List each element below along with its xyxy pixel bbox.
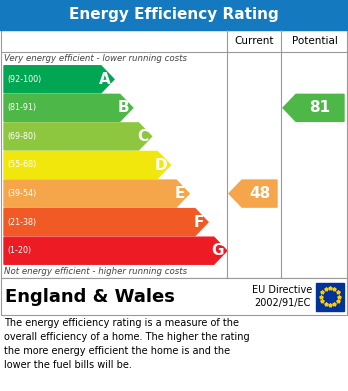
Bar <box>1 30 347 278</box>
Text: (81-91): (81-91) <box>7 103 36 112</box>
Text: 48: 48 <box>249 186 270 201</box>
Bar <box>1 278 347 315</box>
Text: F: F <box>194 215 204 230</box>
Text: The energy efficiency rating is a measure of the
overall efficiency of a home. T: The energy efficiency rating is a measur… <box>4 318 250 370</box>
Bar <box>316 283 344 310</box>
Text: 81: 81 <box>309 100 331 115</box>
Text: (21-38): (21-38) <box>7 218 36 227</box>
Text: Potential: Potential <box>292 36 338 46</box>
Bar <box>0 0 348 30</box>
Text: (1-20): (1-20) <box>7 246 31 255</box>
Polygon shape <box>4 66 114 93</box>
Polygon shape <box>4 123 152 150</box>
Text: Current: Current <box>234 36 274 46</box>
Text: D: D <box>155 158 168 172</box>
Text: B: B <box>118 100 129 115</box>
Text: (69-80): (69-80) <box>7 132 36 141</box>
Text: E: E <box>175 186 185 201</box>
Text: EU Directive
2002/91/EC: EU Directive 2002/91/EC <box>252 285 313 308</box>
Polygon shape <box>4 94 133 121</box>
Polygon shape <box>4 180 189 207</box>
Text: G: G <box>212 243 224 258</box>
Polygon shape <box>4 209 208 236</box>
Text: Energy Efficiency Rating: Energy Efficiency Rating <box>69 7 279 23</box>
Text: (39-54): (39-54) <box>7 189 36 198</box>
Text: (92-100): (92-100) <box>7 75 41 84</box>
Polygon shape <box>229 180 277 207</box>
Text: Not energy efficient - higher running costs: Not energy efficient - higher running co… <box>4 267 187 276</box>
Polygon shape <box>283 94 344 121</box>
Text: (55-68): (55-68) <box>7 160 36 170</box>
Polygon shape <box>4 151 171 179</box>
Text: Very energy efficient - lower running costs: Very energy efficient - lower running co… <box>4 54 187 63</box>
Text: C: C <box>137 129 148 144</box>
Polygon shape <box>4 237 227 264</box>
Text: England & Wales: England & Wales <box>5 287 175 305</box>
Text: A: A <box>99 72 111 87</box>
